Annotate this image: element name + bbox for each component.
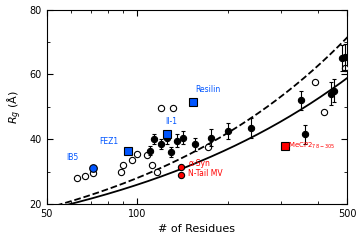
Text: N-Tail MV: N-Tail MV: [188, 169, 223, 178]
Text: II-1: II-1: [165, 117, 177, 126]
Y-axis label: $R_g$ (Å): $R_g$ (Å): [5, 90, 24, 124]
Text: MeCP2$_{78-305}$: MeCP2$_{78-305}$: [288, 141, 335, 151]
Text: Resilin: Resilin: [195, 85, 220, 94]
Text: IB5: IB5: [66, 153, 78, 162]
Text: α-Syn: α-Syn: [188, 159, 210, 168]
Text: FEZ1: FEZ1: [100, 137, 119, 146]
X-axis label: # of Residues: # of Residues: [159, 224, 235, 234]
